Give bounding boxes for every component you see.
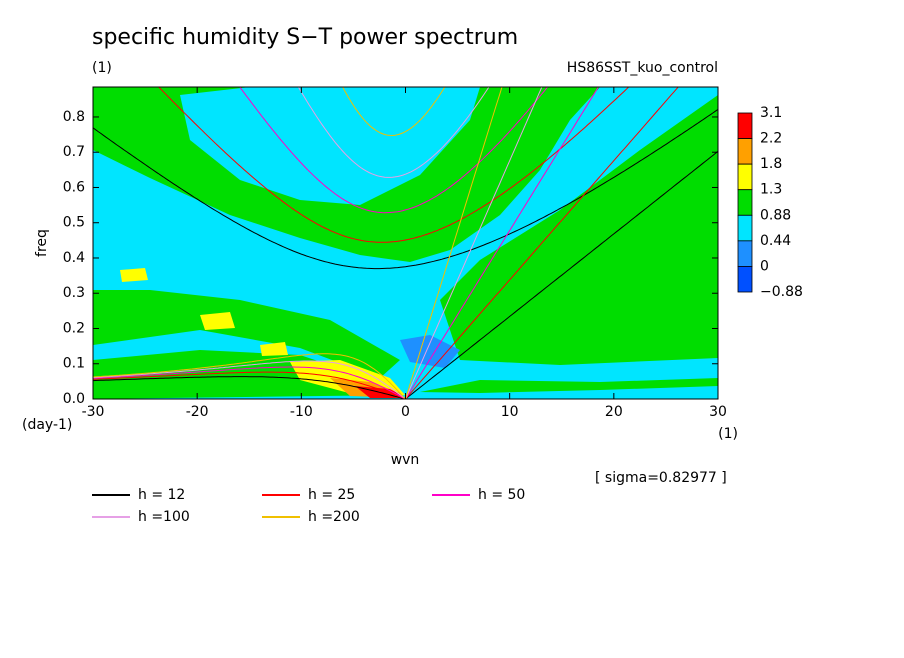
y-unit: (day-1)	[22, 417, 72, 433]
colorbar-box	[737, 214, 753, 242]
legend-label: h = 25	[308, 487, 355, 503]
y-tick-label: 0.2	[63, 320, 85, 336]
chart-title: specific humidity S−T power spectrum	[92, 25, 518, 50]
colorbar-label: −0.88	[760, 284, 803, 300]
dispersion-curve	[93, 371, 406, 399]
colorbar-label: 2.2	[760, 131, 782, 147]
y-axis-label: freq	[34, 229, 50, 257]
dispersion-curve	[93, 366, 406, 399]
dispersion-curve	[405, 150, 718, 399]
colorbar-label: 0.44	[760, 233, 791, 249]
colorbar-box	[737, 240, 753, 267]
x-tick-label: -30	[82, 404, 105, 420]
colorbar-label: 1.3	[760, 182, 782, 198]
y-tick-label: 0.6	[63, 179, 85, 195]
x-tick-label: 20	[605, 404, 623, 420]
y-tick-label: 0.0	[63, 391, 85, 407]
dispersion-curve	[93, 108, 718, 270]
colorbar-box	[737, 189, 753, 216]
x-tick-label: 30	[709, 404, 727, 420]
x-tick-label: 0	[401, 404, 410, 420]
colorbar-label: 1.8	[760, 156, 782, 172]
y-tick-label: 0.8	[63, 109, 85, 125]
dispersion-curve	[297, 87, 490, 178]
dispersion-curve	[239, 87, 549, 214]
shaded-field	[93, 87, 718, 399]
note: [ sigma=0.82977 ]	[595, 470, 727, 486]
x-axis-label: wvn	[391, 452, 420, 468]
dispersion-curve	[405, 87, 679, 399]
dispersion-curve	[405, 87, 599, 399]
colorbar-label: 0	[760, 258, 769, 274]
colorbar-box	[737, 266, 753, 293]
y-tick-label: 0.4	[63, 250, 85, 266]
x-unit: (1)	[718, 426, 738, 442]
colorbar-label: 3.1	[760, 105, 782, 121]
y-tick-label: 0.5	[63, 215, 85, 231]
x-tick-label: -10	[290, 404, 313, 420]
dispersion-curves	[93, 87, 718, 399]
x-tick-label: 10	[501, 404, 519, 420]
dispersion-curve	[342, 87, 446, 137]
legend-label: h =200	[308, 509, 360, 525]
legend-label: h =100	[138, 509, 190, 525]
x-tick-label: -20	[186, 404, 209, 420]
dispersion-curve	[93, 376, 406, 399]
colorbar-box	[737, 163, 753, 191]
dispersion-curve	[157, 87, 630, 243]
subtitle: (1)	[92, 60, 112, 76]
legend-label: h = 50	[478, 487, 525, 503]
dispersion-curve	[93, 353, 406, 399]
colorbar-box	[737, 138, 753, 165]
dispersion-curve	[405, 87, 503, 399]
y-tick-label: 0.3	[63, 285, 85, 301]
y-tick-label: 0.7	[63, 144, 85, 160]
colorbar-box	[737, 112, 753, 139]
colorbar-label: 0.88	[760, 207, 791, 223]
legend-label: h = 12	[138, 487, 185, 503]
annotation: HS86SST_kuo_control	[567, 60, 718, 76]
dispersion-curve	[93, 360, 406, 399]
y-tick-label: 0.1	[63, 356, 85, 372]
dispersion-curve	[405, 87, 543, 399]
